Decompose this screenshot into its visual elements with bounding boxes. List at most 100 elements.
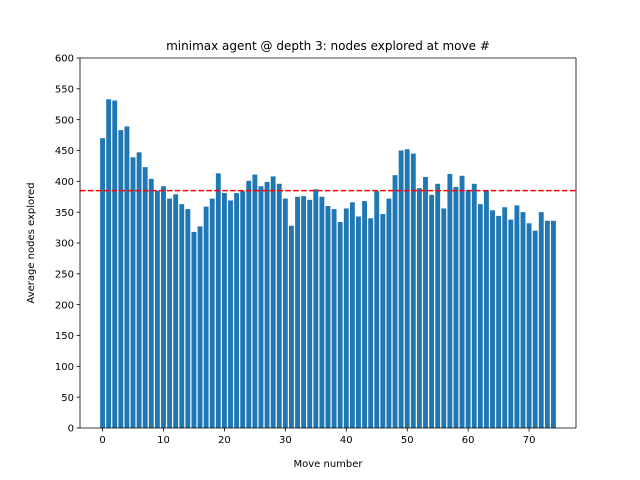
bar [490, 210, 495, 428]
bar [496, 215, 502, 428]
bar [240, 191, 246, 428]
bar [526, 223, 532, 428]
bar [459, 175, 465, 428]
y-axis-ticks: 0 50 100 150 200 250 300 350 400 450 500 550 600 [55, 54, 80, 435]
bar [404, 149, 410, 428]
bar [154, 190, 160, 428]
bar [514, 205, 520, 428]
y-tick-label: 600 [55, 54, 74, 65]
bar [252, 174, 258, 428]
bar [130, 157, 136, 429]
bar [185, 209, 191, 428]
x-axis-ticks: 0 10 20 30 40 50 60 70 [99, 428, 535, 446]
bar [118, 130, 124, 428]
bar [258, 186, 264, 428]
y-tick-label: 350 [55, 208, 74, 219]
bar [380, 214, 386, 428]
bar [191, 231, 197, 428]
x-tick-label: 10 [157, 435, 170, 446]
bar [416, 188, 422, 428]
bar [337, 222, 343, 428]
bar [368, 218, 374, 428]
bar [386, 198, 392, 428]
y-tick-label: 450 [55, 146, 74, 157]
bar [167, 198, 173, 428]
y-tick-label: 100 [55, 362, 74, 373]
bar [410, 153, 416, 429]
y-tick-label: 250 [55, 269, 74, 280]
bar [246, 180, 252, 428]
bar [477, 204, 483, 428]
bar [173, 194, 179, 428]
bar [435, 183, 441, 428]
bar [148, 178, 154, 428]
bar [520, 212, 526, 428]
bar [136, 152, 142, 428]
bar [441, 208, 447, 428]
x-tick-label: 60 [462, 435, 475, 446]
chart-title: minimax agent @ depth 3: nodes explored … [166, 39, 490, 53]
x-tick-label: 0 [99, 435, 105, 446]
y-tick-label: 300 [55, 239, 74, 250]
bar [276, 183, 282, 428]
bar [471, 183, 477, 428]
bar [221, 193, 227, 428]
bar [392, 175, 398, 428]
bar [301, 196, 307, 428]
y-tick-label: 500 [55, 115, 74, 126]
y-axis-label: Average nodes explored [26, 182, 37, 303]
x-tick-label: 30 [279, 435, 292, 446]
bar [264, 181, 270, 428]
bar [228, 200, 233, 428]
bar [538, 212, 544, 428]
bar [161, 186, 166, 428]
bar [112, 100, 118, 429]
y-tick-label: 400 [55, 177, 74, 188]
bar [142, 167, 148, 428]
bar [508, 219, 514, 428]
bar [349, 202, 355, 428]
bar [215, 173, 221, 428]
x-tick-label: 50 [401, 435, 414, 446]
x-tick-label: 20 [218, 435, 231, 446]
y-tick-label: 150 [55, 331, 74, 342]
x-axis-label: Move number [293, 459, 363, 470]
bar [453, 186, 459, 428]
bar [234, 193, 240, 428]
bar [203, 206, 209, 428]
bar [544, 220, 550, 428]
bar [319, 196, 325, 428]
x-tick-label: 40 [340, 435, 353, 446]
bar [356, 216, 361, 428]
bar [429, 194, 435, 428]
bar [551, 220, 556, 428]
bar [532, 230, 538, 428]
bar [325, 206, 331, 428]
bar [331, 209, 337, 428]
bar [282, 198, 288, 428]
bar [398, 150, 404, 428]
bar [270, 176, 276, 428]
bar [313, 189, 319, 428]
bar [124, 126, 130, 428]
bar [447, 173, 453, 428]
bar [483, 190, 489, 428]
bar [100, 138, 105, 428]
bar [374, 191, 380, 428]
bar [343, 208, 349, 428]
y-tick-label: 550 [55, 84, 74, 95]
y-tick-label: 0 [68, 424, 74, 435]
bar [209, 198, 215, 428]
bar [362, 201, 367, 428]
bar [307, 199, 313, 428]
x-tick-label: 70 [523, 435, 536, 446]
bar [179, 204, 185, 428]
y-tick-label: 200 [55, 300, 74, 311]
bar [423, 177, 428, 428]
bar [106, 99, 112, 429]
bars [100, 99, 556, 429]
bar [197, 226, 203, 428]
bar [502, 207, 508, 428]
bar [465, 189, 471, 428]
